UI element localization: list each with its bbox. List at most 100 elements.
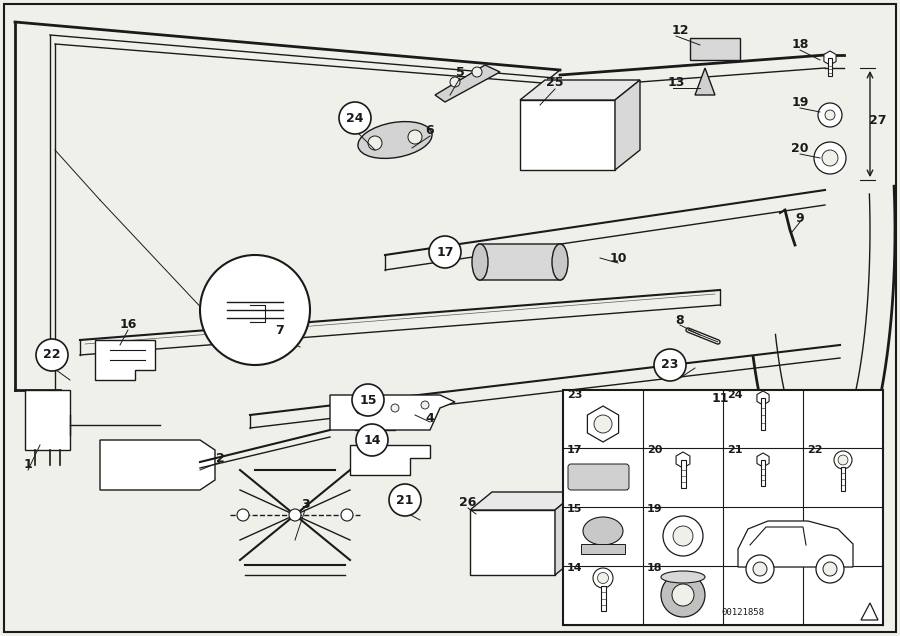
Text: 22: 22 — [43, 349, 61, 361]
Text: 3: 3 — [301, 499, 310, 511]
Circle shape — [753, 562, 767, 576]
Circle shape — [352, 384, 384, 416]
Text: 20: 20 — [791, 141, 809, 155]
Text: 14: 14 — [364, 434, 381, 446]
Text: 27: 27 — [869, 113, 886, 127]
Text: 5: 5 — [455, 66, 464, 78]
Circle shape — [429, 236, 461, 268]
Ellipse shape — [472, 244, 488, 280]
Circle shape — [818, 103, 842, 127]
FancyBboxPatch shape — [568, 464, 629, 490]
Text: 11: 11 — [711, 392, 729, 404]
Text: 19: 19 — [791, 95, 809, 109]
Circle shape — [816, 555, 844, 583]
Circle shape — [341, 509, 353, 521]
Circle shape — [825, 110, 835, 120]
Text: 7: 7 — [275, 324, 284, 336]
Text: 16: 16 — [120, 319, 137, 331]
Text: 17: 17 — [567, 445, 582, 455]
Bar — [563, 390, 883, 625]
Circle shape — [834, 451, 852, 469]
Circle shape — [389, 484, 421, 516]
Bar — [470, 510, 555, 575]
Text: 18: 18 — [647, 563, 662, 573]
Circle shape — [746, 555, 774, 583]
Circle shape — [237, 509, 249, 521]
Circle shape — [450, 77, 460, 87]
Text: 20: 20 — [647, 445, 662, 455]
Circle shape — [391, 404, 399, 412]
Polygon shape — [520, 80, 640, 100]
FancyBboxPatch shape — [476, 244, 564, 280]
Ellipse shape — [358, 121, 432, 158]
Text: 8: 8 — [676, 314, 684, 326]
Polygon shape — [100, 440, 215, 490]
Text: 18: 18 — [791, 39, 809, 52]
Text: 10: 10 — [609, 251, 626, 265]
Text: 15: 15 — [359, 394, 377, 406]
Polygon shape — [555, 492, 577, 575]
Polygon shape — [738, 521, 853, 567]
Bar — [761, 460, 765, 486]
Text: 25: 25 — [546, 76, 563, 90]
Circle shape — [289, 509, 301, 521]
Bar — [690, 38, 740, 60]
Text: 6: 6 — [426, 123, 435, 137]
Circle shape — [663, 516, 703, 556]
Circle shape — [838, 455, 848, 465]
Polygon shape — [330, 395, 455, 430]
Text: 14: 14 — [567, 563, 582, 573]
Ellipse shape — [552, 244, 568, 280]
Bar — [581, 544, 625, 554]
Circle shape — [672, 584, 694, 606]
Polygon shape — [470, 492, 577, 510]
Bar — [680, 460, 686, 488]
Text: 26: 26 — [459, 497, 477, 509]
Circle shape — [339, 102, 371, 134]
Text: 12: 12 — [671, 24, 688, 36]
Bar — [520, 100, 615, 170]
Text: 21: 21 — [396, 494, 414, 506]
Circle shape — [356, 424, 388, 456]
Circle shape — [421, 401, 429, 409]
Polygon shape — [350, 445, 430, 475]
Text: 22: 22 — [807, 445, 823, 455]
Bar — [761, 398, 765, 430]
Polygon shape — [695, 68, 715, 95]
Text: 4: 4 — [426, 411, 435, 424]
Circle shape — [823, 562, 837, 576]
Circle shape — [593, 568, 613, 588]
Text: 2: 2 — [216, 452, 224, 464]
Text: 15: 15 — [567, 504, 582, 514]
Text: 24: 24 — [727, 390, 742, 400]
Text: 17: 17 — [436, 245, 454, 258]
Text: 23: 23 — [567, 390, 582, 400]
Ellipse shape — [583, 517, 623, 545]
Circle shape — [822, 150, 838, 166]
Text: 13: 13 — [667, 76, 685, 88]
Polygon shape — [615, 80, 640, 170]
Circle shape — [673, 526, 693, 546]
Polygon shape — [435, 65, 500, 102]
Bar — [25, 390, 70, 450]
Bar — [828, 58, 832, 76]
Circle shape — [368, 136, 382, 150]
Circle shape — [594, 415, 612, 433]
Polygon shape — [861, 603, 878, 620]
Text: 9: 9 — [796, 212, 805, 225]
Circle shape — [661, 573, 705, 617]
Circle shape — [356, 406, 364, 414]
Circle shape — [472, 67, 482, 77]
Circle shape — [814, 142, 846, 174]
Ellipse shape — [661, 571, 705, 583]
Text: 00121858: 00121858 — [722, 608, 764, 617]
Text: 24: 24 — [346, 111, 364, 125]
Circle shape — [654, 349, 686, 381]
Polygon shape — [95, 340, 155, 380]
Polygon shape — [355, 408, 415, 430]
Circle shape — [200, 255, 310, 365]
Text: 19: 19 — [647, 504, 662, 514]
Circle shape — [598, 572, 608, 583]
Text: 1: 1 — [23, 459, 32, 471]
Bar — [841, 467, 845, 491]
